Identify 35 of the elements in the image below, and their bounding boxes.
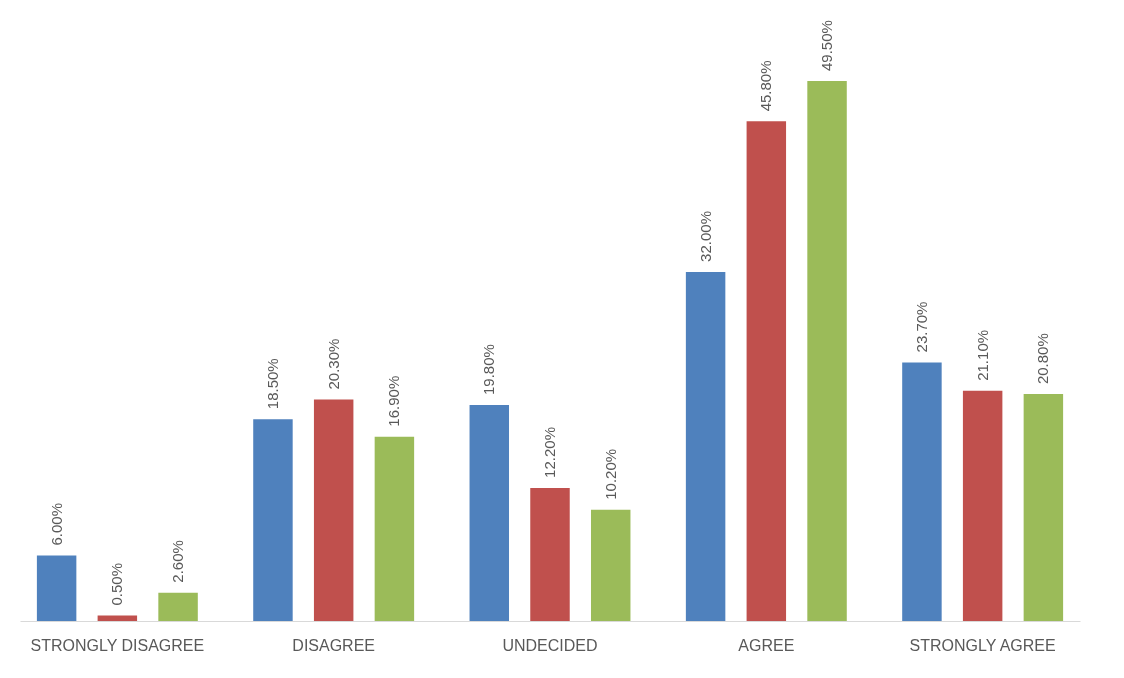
data-label: 16.90% <box>385 375 403 427</box>
bar <box>469 405 510 621</box>
bar <box>902 362 942 621</box>
bar <box>374 436 415 621</box>
x-tick-label: AGREE <box>738 636 795 654</box>
data-label: 49.50% <box>818 20 836 71</box>
bar <box>1023 394 1064 621</box>
data-label: 18.50% <box>263 358 281 410</box>
data-label: 0.50% <box>108 563 126 606</box>
bar <box>530 487 570 621</box>
x-tick-label: UNDECIDED <box>502 636 598 654</box>
bar <box>685 271 726 621</box>
data-label: 12.20% <box>541 427 558 478</box>
data-label: 2.60% <box>169 540 187 583</box>
data-label: 20.80% <box>1034 333 1052 385</box>
bar <box>313 399 354 621</box>
data-label: 19.80% <box>480 344 498 395</box>
bar <box>807 81 847 621</box>
bar <box>590 509 631 621</box>
x-tick-label: DISAGREE <box>292 636 376 654</box>
data-label: 23.70% <box>912 301 930 353</box>
data-label: 32.00% <box>696 211 714 262</box>
data-label: 21.10% <box>973 329 991 381</box>
data-label: 6.00% <box>47 503 65 546</box>
x-tick-label: STRONGLY AGREE <box>909 636 1056 654</box>
bar <box>962 390 1003 621</box>
data-label: 45.80% <box>757 60 775 112</box>
data-label: 20.30% <box>324 338 342 390</box>
bar <box>253 419 293 621</box>
bar <box>746 121 787 621</box>
x-tick-label: STRONGLY DISAGREE <box>30 636 205 654</box>
data-label: 10.20% <box>601 448 619 500</box>
bar <box>36 555 77 621</box>
bar <box>158 592 198 621</box>
bar <box>97 615 138 621</box>
